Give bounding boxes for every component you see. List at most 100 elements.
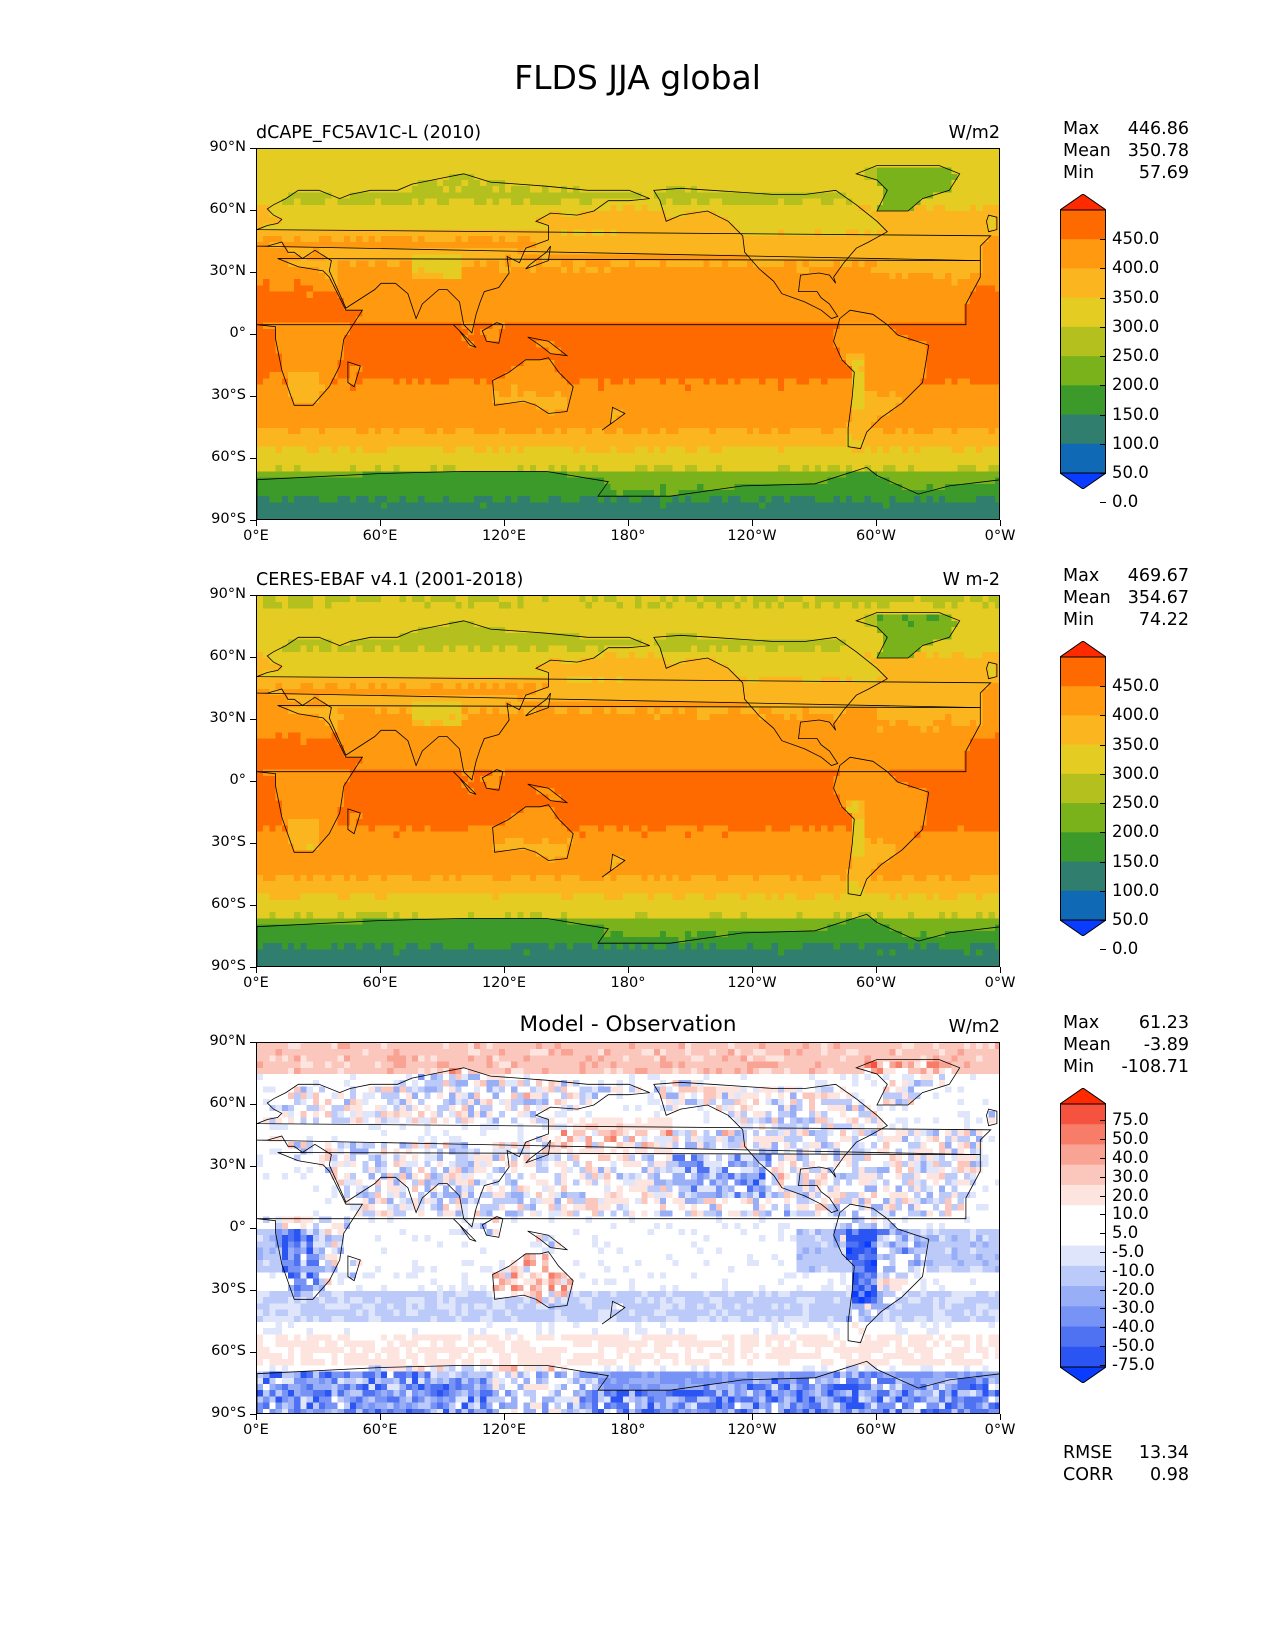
stat-value: 74.22 — [1139, 609, 1189, 631]
colorbar-tick-label: 5.0 — [1112, 1223, 1138, 1242]
footer-row: CORR 0.98 — [1063, 1464, 1189, 1486]
colorbar-tick-label: 100.0 — [1112, 434, 1159, 453]
map-panel — [256, 595, 1000, 967]
lon-tick — [504, 967, 505, 973]
stat-value: -3.89 — [1144, 1034, 1189, 1056]
lat-tick-label: 60°S — [186, 449, 246, 465]
coastline-madagascar — [347, 808, 361, 835]
lat-tick — [250, 967, 256, 968]
colorbar-tick-label: 350.0 — [1112, 735, 1159, 754]
coastline-south-america — [833, 756, 930, 897]
coastline-greenland — [855, 1059, 961, 1106]
lat-tick-label: 90°N — [186, 139, 246, 155]
lat-tick-label: 60°S — [186, 1343, 246, 1359]
lat-tick-label: 90°N — [186, 586, 246, 602]
lat-tick-label: 60°S — [186, 896, 246, 912]
colorbar-tick-label: 450.0 — [1112, 676, 1159, 695]
map-field — [257, 596, 999, 966]
map-field — [257, 149, 999, 519]
lon-tick — [628, 967, 629, 973]
lon-tick-label: 60°E — [340, 528, 420, 544]
lon-tick — [504, 1414, 505, 1420]
stats-box: Max 446.86 Mean 350.78 Min 57.69 — [1063, 118, 1189, 184]
lat-tick-label: 90°S — [186, 958, 246, 974]
colorbar-tick — [1100, 1270, 1106, 1272]
coastlines — [257, 612, 999, 966]
colorbar-tick-label: 50.0 — [1112, 910, 1149, 929]
colorbar-tick-label: 350.0 — [1112, 288, 1159, 307]
lon-tick — [256, 1414, 257, 1420]
lat-tick-label: 30°S — [186, 1281, 246, 1297]
colorbar-tick — [1100, 1195, 1106, 1197]
lat-tick-label: 30°S — [186, 834, 246, 850]
colorbar-tick-label: -75.0 — [1112, 1355, 1155, 1374]
footer-value: 0.98 — [1150, 1464, 1189, 1486]
colorbar-tick — [1100, 268, 1106, 270]
map-panel — [256, 148, 1000, 520]
coastline-africa — [257, 705, 981, 853]
colorbar-tick — [1100, 803, 1106, 805]
stat-name: Min — [1063, 609, 1094, 631]
figure-title: FLDS JJA global — [0, 58, 1275, 97]
coastline-africa — [257, 1152, 981, 1300]
colorbar-tick — [1100, 326, 1106, 328]
coastline-africa — [257, 258, 981, 406]
coastline-new-zealand — [601, 406, 626, 431]
lon-tick — [504, 520, 505, 526]
stat-row: Mean 354.67 — [1063, 587, 1189, 609]
lat-tick-label: 0° — [186, 325, 246, 341]
panel-title: Model - Observation — [0, 1012, 1256, 1037]
lat-tick — [250, 1104, 256, 1105]
coastline-uk — [986, 214, 998, 233]
colorbar-tick — [1100, 686, 1106, 688]
colorbar-tick — [1100, 356, 1106, 358]
lat-tick-label: 60°N — [186, 201, 246, 217]
colorbar-tick — [1100, 890, 1106, 892]
coastline-north-america — [653, 187, 888, 319]
lat-tick-label: 0° — [186, 772, 246, 788]
coastline-new-guinea — [527, 336, 569, 357]
coastline-australia — [492, 1251, 574, 1308]
coastline-australia — [492, 804, 574, 861]
colorbar-tick — [1100, 715, 1106, 717]
lon-tick-label: 60°W — [836, 528, 916, 544]
colorbar-tick-label: 400.0 — [1112, 705, 1159, 724]
coastline-greenland — [855, 165, 961, 212]
colorbar-tick — [1100, 1251, 1106, 1253]
lat-tick — [250, 1290, 256, 1291]
footer-row: RMSE 13.34 — [1063, 1442, 1189, 1464]
stat-value: 469.67 — [1128, 565, 1189, 587]
colorbar-tick-label: -30.0 — [1112, 1298, 1155, 1317]
lon-tick — [1000, 520, 1001, 526]
units-label: W/m2 — [880, 1017, 1000, 1037]
colorbar-tick-label: 300.0 — [1112, 317, 1159, 336]
lat-tick — [250, 595, 256, 596]
lon-tick-label: 60°W — [836, 1422, 916, 1438]
lon-tick — [752, 520, 753, 526]
colorbar-tick — [1100, 443, 1106, 445]
lat-tick — [250, 334, 256, 335]
lat-tick — [250, 272, 256, 273]
stat-row: Max 469.67 — [1063, 565, 1189, 587]
lon-tick-label: 180° — [588, 1422, 668, 1438]
colorbar-tick — [1100, 1308, 1106, 1310]
lat-tick — [250, 657, 256, 658]
coastline-borneo — [481, 1216, 504, 1238]
colorbar-tick-label: 150.0 — [1112, 852, 1159, 871]
lon-tick — [628, 520, 629, 526]
stat-name: Max — [1063, 565, 1099, 587]
coastline-north-america — [653, 634, 888, 766]
lon-tick-label: 0°W — [960, 1422, 1040, 1438]
colorbar-tick — [1100, 744, 1106, 746]
lat-tick — [250, 458, 256, 459]
colorbar-tick-label: 200.0 — [1112, 375, 1159, 394]
lon-tick-label: 120°E — [464, 975, 544, 991]
colorbar — [1058, 640, 1108, 937]
colorbar-tick-label: 150.0 — [1112, 405, 1159, 424]
colorbar-tick — [1100, 297, 1106, 299]
lon-tick-label: 120°W — [712, 1422, 792, 1438]
stat-value: 57.69 — [1139, 162, 1189, 184]
lon-tick — [628, 1414, 629, 1420]
lat-tick — [250, 719, 256, 720]
colorbar-tick-label: 20.0 — [1112, 1186, 1149, 1205]
